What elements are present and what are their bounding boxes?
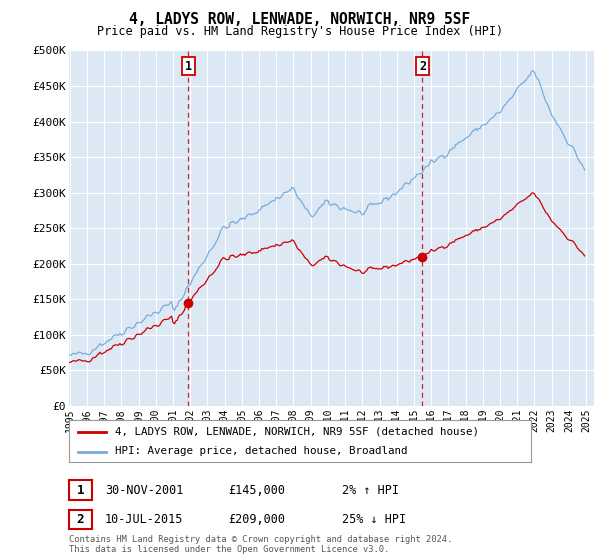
- Text: 25% ↓ HPI: 25% ↓ HPI: [342, 512, 406, 526]
- Text: 1: 1: [185, 59, 191, 73]
- Text: £145,000: £145,000: [228, 483, 285, 497]
- Text: 4, LADYS ROW, LENWADE, NORWICH, NR9 5SF (detached house): 4, LADYS ROW, LENWADE, NORWICH, NR9 5SF …: [115, 427, 479, 437]
- Text: 1: 1: [77, 483, 84, 497]
- Text: 2: 2: [419, 59, 426, 73]
- Text: 10-JUL-2015: 10-JUL-2015: [105, 512, 184, 526]
- Text: HPI: Average price, detached house, Broadland: HPI: Average price, detached house, Broa…: [115, 446, 408, 456]
- Text: 2% ↑ HPI: 2% ↑ HPI: [342, 483, 399, 497]
- Text: £209,000: £209,000: [228, 512, 285, 526]
- Text: Contains HM Land Registry data © Crown copyright and database right 2024.
This d: Contains HM Land Registry data © Crown c…: [69, 535, 452, 554]
- Text: 30-NOV-2001: 30-NOV-2001: [105, 483, 184, 497]
- Text: 2: 2: [77, 512, 84, 526]
- Text: 4, LADYS ROW, LENWADE, NORWICH, NR9 5SF: 4, LADYS ROW, LENWADE, NORWICH, NR9 5SF: [130, 12, 470, 27]
- Text: Price paid vs. HM Land Registry's House Price Index (HPI): Price paid vs. HM Land Registry's House …: [97, 25, 503, 38]
